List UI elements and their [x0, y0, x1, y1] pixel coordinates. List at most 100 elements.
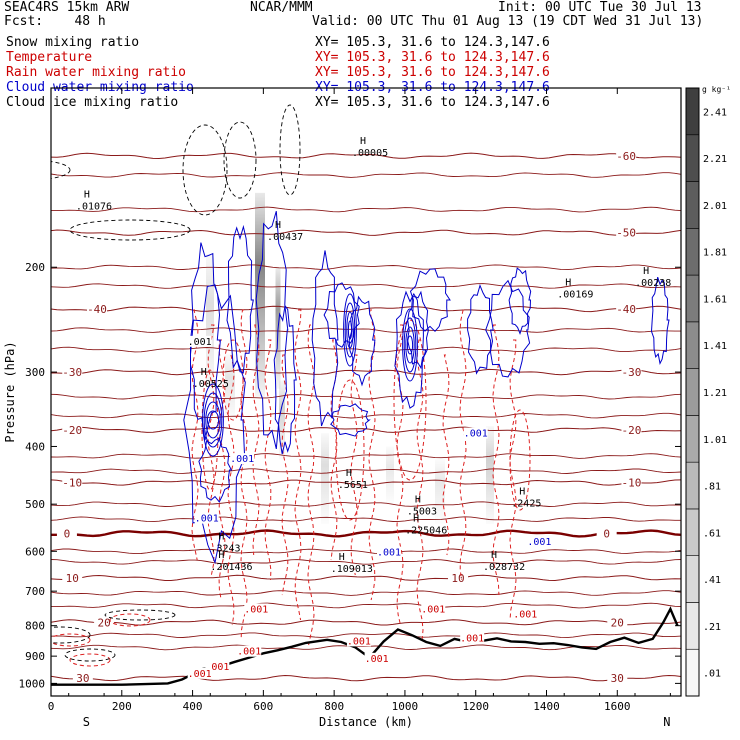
rain-contour — [252, 324, 260, 556]
field-name: Snow mixing ratio — [6, 35, 140, 50]
isotherm-label: 0 — [64, 527, 71, 540]
snow-shading — [206, 253, 214, 397]
maximum-marker: H — [360, 136, 366, 147]
contour-label-bg — [205, 661, 230, 673]
isotherm-line — [51, 305, 681, 313]
rain-contour — [222, 339, 244, 421]
colorbar-tick-label: 2.01 — [703, 201, 727, 212]
rain-contour — [442, 354, 450, 556]
contour-label-bg — [346, 635, 371, 647]
contour-label: .001 — [421, 604, 445, 615]
snow-contour — [182, 124, 228, 216]
rain-contour — [207, 324, 215, 576]
contour-label: .001 — [188, 669, 212, 680]
isotherm-line — [51, 548, 681, 555]
isotherm-line — [51, 559, 681, 565]
cloud-water-contour — [206, 410, 220, 430]
isotherm-line — [51, 674, 681, 682]
colorbar-tick-label: 1.61 — [703, 294, 727, 305]
y-tick-label: 700 — [25, 585, 45, 598]
isotherm-label: -20 — [62, 424, 82, 437]
contour-label-bg — [460, 632, 485, 644]
isotherm-line — [51, 346, 681, 353]
maximum-marker: H — [346, 468, 352, 479]
isotherm-label: 20 — [611, 616, 624, 629]
isotherm-line — [51, 229, 681, 236]
rain-contour — [109, 613, 151, 627]
isotherm-line — [51, 590, 681, 596]
x-tick-label: 600 — [253, 700, 273, 713]
cloud-water-contour — [344, 302, 356, 358]
colorbar-tick-label: .61 — [703, 528, 721, 539]
colorbar-segment — [685, 461, 700, 510]
maximum-marker: H — [84, 190, 90, 201]
colorbar-segment — [685, 321, 700, 369]
rain-contour — [264, 339, 272, 581]
isotherm-label-bg — [62, 423, 83, 435]
cloud-water-contour — [198, 437, 233, 503]
maximum-marker: H — [643, 266, 649, 277]
rain-contour — [492, 324, 500, 596]
snow-shading — [255, 192, 265, 397]
colorbar-segment — [685, 602, 700, 650]
cloud-water-contour — [330, 403, 371, 437]
contour-label-bg — [187, 335, 212, 347]
valid-time: Valid: 00 UTC Thu 01 Aug 13 (19 CDT Wed … — [312, 14, 704, 29]
snow-shading — [225, 354, 235, 420]
isotherm-line — [51, 393, 681, 400]
maximum-value-label: .00169 — [557, 290, 593, 301]
rain-contour — [459, 309, 467, 581]
rain-contour — [191, 309, 199, 561]
contour-label: .001 — [513, 609, 537, 620]
maximum-marker: H — [415, 494, 421, 505]
maximum-marker: H — [491, 550, 497, 561]
rain-contour — [294, 309, 302, 621]
rain-contour — [281, 354, 289, 596]
isotherm-line — [51, 529, 681, 538]
snow-contour — [51, 161, 71, 179]
cloud-water-contour — [190, 242, 221, 441]
y-tick-label: 400 — [25, 440, 45, 453]
isotherm-label: -10 — [62, 477, 82, 490]
contour-label: .001 — [377, 548, 401, 559]
snow-contour — [51, 626, 91, 644]
isotherm-line — [51, 619, 681, 626]
isotherm-label-bg — [448, 571, 469, 583]
model-title: SEAC4RS 15km ARW — [4, 0, 130, 15]
maximum-value-label: .01076 — [76, 202, 112, 213]
plot-frame — [50, 87, 682, 697]
maximum-marker: H — [519, 487, 525, 498]
y-tick-label: 1000 — [19, 677, 46, 690]
isotherm-line — [51, 479, 681, 486]
forecast-hour: Fcst: 48 h — [4, 14, 106, 29]
colorbar-tick-label: 1.01 — [703, 435, 727, 446]
isotherm-label: 10 — [66, 572, 79, 585]
field-name: Rain water mixing ratio — [6, 65, 187, 80]
rain-contour — [416, 339, 424, 641]
isotherm-label: -40 — [87, 303, 107, 316]
contour-label-bg — [377, 546, 402, 558]
isotherm-line — [51, 516, 681, 523]
isotherm-label: 0 — [603, 527, 610, 540]
cloud-water-contour — [205, 401, 221, 439]
isotherm-label-bg — [62, 571, 83, 583]
maximum-value-label: .3243 — [210, 543, 240, 554]
isotherm-label-bg — [616, 149, 637, 161]
cloud-water-contour — [403, 317, 417, 373]
colorbar-tick-label: 1.81 — [703, 248, 727, 259]
isotherm-label: -20 — [622, 424, 642, 437]
colorbar-segment — [685, 87, 700, 136]
cloud-water-contour — [485, 279, 531, 378]
snow-contour — [223, 121, 257, 199]
snow-shading — [435, 459, 445, 525]
maximum-value-label: .201436 — [210, 562, 252, 573]
contour-label-bg — [463, 427, 488, 439]
cloud-water-contour — [343, 293, 357, 367]
isotherm-line — [51, 468, 681, 474]
contour-label: .001 — [237, 647, 261, 658]
contour-label: .001 — [527, 537, 551, 548]
isotherm-label-bg — [616, 226, 637, 238]
maximum-value-label: .109013 — [331, 564, 373, 575]
colorbar-segment — [685, 274, 700, 323]
isotherm-label-bg — [62, 366, 83, 378]
